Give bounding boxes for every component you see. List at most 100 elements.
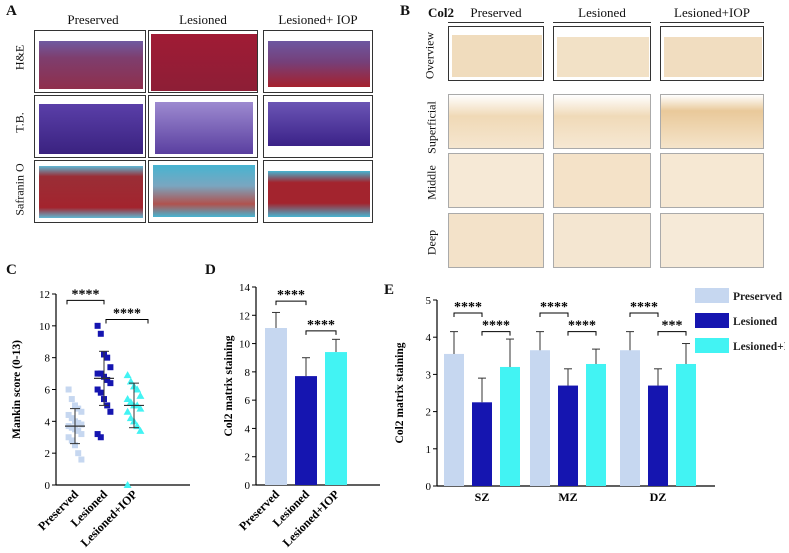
chart-e-sig-0-0-stars: ****: [454, 300, 482, 315]
panel-b-col-lesioned: Lesioned: [578, 5, 626, 20]
he-lesioned-image: [148, 30, 258, 93]
safranin-iop-image: [263, 160, 373, 223]
chart-c-point: [133, 385, 142, 393]
chart-d-bar: [265, 328, 287, 485]
panel-a-col-iop: Lesioned+ IOP: [278, 12, 358, 27]
chart-e-sig-2-0-bracket: [629, 312, 659, 318]
panel-b-col-iop: Lesioned+IOP: [674, 5, 750, 20]
chart-e-x-tick-label: SZ: [475, 490, 490, 504]
chart-c-point: [107, 364, 114, 371]
chart-c-point: [126, 398, 135, 406]
chart-d-y-tick-label: 8: [245, 367, 251, 379]
chart-e-sig-2-0-stars: ****: [630, 300, 658, 315]
chart-e-bar: [586, 363, 606, 486]
chart-c-point: [72, 402, 78, 409]
chart-e-bar: [472, 402, 492, 486]
col2-middle-lesioned-image: [553, 153, 651, 208]
chart-d-y-label: Col2 matrix staining: [223, 335, 235, 436]
chart-c-point: [123, 395, 132, 403]
chart-d-y-tick-label: 12: [239, 310, 250, 322]
safranin-lesioned-image: [148, 160, 258, 223]
chart-e-x-tick-label: MZ: [558, 490, 577, 504]
panel-c-letter: C: [6, 262, 17, 278]
chart-e-legend-swatch: [695, 338, 729, 353]
panel-b-col-underline-1: [448, 22, 544, 23]
chart-e-y-tick-label: 0: [426, 481, 432, 493]
chart-d-sig-1-stars: ****: [307, 318, 335, 333]
chart-e-sig-2-1-stars: ***: [662, 319, 683, 334]
chart-d-y-tick-label: 2: [245, 452, 251, 464]
chart-e-legend-label: Lesioned+IOP: [733, 341, 785, 353]
chart-e-legend-label: Lesioned: [733, 316, 778, 328]
col2-superficial-preserved-image: [448, 94, 544, 149]
panel-b-letter: B: [400, 3, 411, 19]
col2-middle-preserved-image: [448, 153, 544, 208]
chart-e-y-tick-label: 4: [426, 332, 432, 344]
chart-c-point: [78, 431, 85, 438]
chart-e-y-tick-label: 1: [426, 444, 432, 456]
panel-b-row-deep: Deep: [424, 229, 439, 256]
tb-preserved-image: [34, 95, 146, 158]
col2-superficial-lesioned-image: [553, 94, 651, 149]
chart-c-point: [94, 322, 101, 329]
chart-c-point: [123, 481, 132, 488]
panel-a-row-he: H&E: [12, 44, 27, 71]
chart-c-point: [136, 391, 145, 399]
chart-c-point: [97, 389, 104, 396]
panel-b-row-overview: Overview: [422, 31, 437, 80]
panel-a-col-preserved: Preserved: [67, 12, 119, 27]
chart-c-point: [78, 408, 85, 415]
chart-e-legend-label: Preserved: [733, 291, 783, 303]
chart-c-y-tick-label: 4: [45, 416, 51, 428]
chart-c-point: [97, 370, 104, 377]
chart-c-y-tick-label: 8: [45, 353, 51, 365]
chart-e-sig-1-1-bracket: [567, 331, 597, 336]
tb-iop-image: [263, 95, 373, 158]
chart-c-sig-1-bracket: [105, 318, 149, 324]
panel-a-letter: A: [6, 3, 17, 19]
panel-b-col-underline-2: [553, 22, 651, 23]
chart-c-point: [104, 376, 111, 383]
col2-overview-preserved-image: [448, 26, 544, 81]
chart-e-y-tick-label: 5: [426, 295, 432, 307]
panel-e-letter: E: [384, 282, 395, 298]
panel-a-row-safranin: Safranin O: [12, 163, 27, 216]
chart-e-bar: [648, 385, 668, 486]
chart-d-sig-1-bracket: [305, 330, 337, 335]
chart-c-point: [68, 396, 75, 403]
chart-d-y-tick-label: 14: [239, 282, 251, 294]
chart-c-y-tick-label: 12: [39, 289, 50, 301]
chart-c-y-tick-label: 10: [39, 321, 51, 333]
chart-e-y-tick-label: 2: [426, 407, 432, 419]
chart-d-y-tick-label: 10: [239, 339, 251, 351]
chart-e-sig-1-0-stars: ****: [540, 300, 568, 315]
chart-c-y-tick-label: 0: [45, 480, 51, 492]
tb-lesioned-image: [148, 95, 258, 158]
col2-overview-lesioned-image: [553, 26, 651, 81]
he-iop-image: [263, 30, 373, 93]
chart-c-point: [65, 411, 72, 418]
col2-overview-iop-image: [660, 26, 764, 81]
chart-c-point: [78, 456, 85, 463]
chart-c-point: [94, 386, 101, 393]
chart-e-sig-0-1-bracket: [481, 331, 511, 336]
chart-c-sig-1-stars: ****: [113, 306, 141, 321]
chart-c-point: [97, 330, 104, 337]
chart-c-point: [104, 354, 111, 361]
panel-a-col-lesioned: Lesioned: [179, 12, 227, 27]
chart-c-point: [75, 427, 82, 434]
chart-e-y-label: Col2 matrix staining: [394, 342, 406, 443]
chart-e-sig-1-1-stars: ****: [568, 319, 596, 334]
chart-c-point: [123, 407, 132, 415]
chart-c-point: [97, 434, 104, 441]
chart-e-sig-1-0-bracket: [539, 312, 569, 318]
chart-d-y-tick-label: 0: [245, 480, 251, 492]
chart-c-point: [126, 414, 135, 422]
chart-e-legend-swatch: [695, 288, 729, 303]
chart-e-legend-swatch: [695, 313, 729, 328]
chart-c-point: [72, 442, 78, 449]
col2-deep-preserved-image: [448, 213, 544, 268]
panel-d-letter: D: [205, 262, 216, 278]
